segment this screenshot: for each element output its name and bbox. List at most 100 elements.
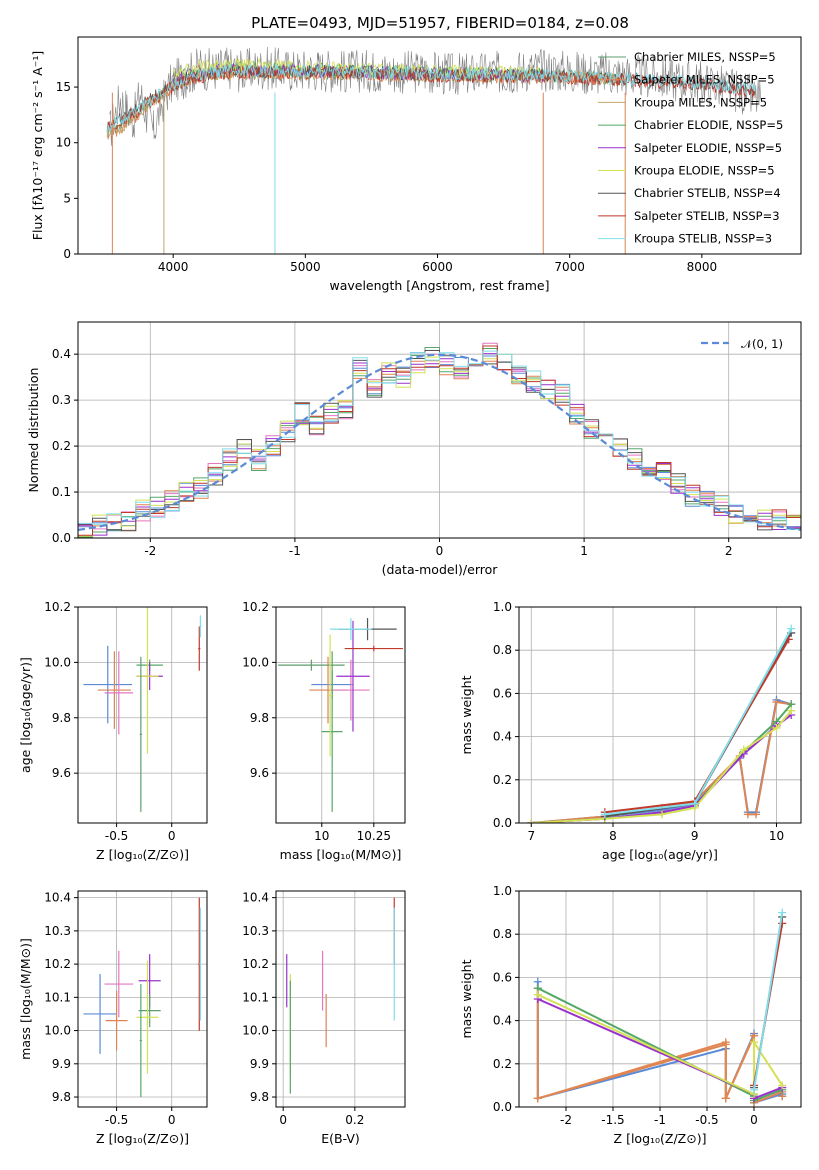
- errorbar-point: [198, 626, 201, 671]
- y-tick-label: 0.0: [52, 531, 71, 545]
- errorbar-point: [105, 990, 128, 1051]
- x-tick-label: -0.5: [695, 1113, 718, 1127]
- y-tick-label: 9.8: [250, 711, 269, 725]
- x-tick-label: 0: [279, 1113, 287, 1127]
- errorbar-point: [136, 960, 159, 1074]
- x-tick-label: 7000: [554, 260, 585, 274]
- mass-weight-line: [604, 628, 793, 816]
- y-axis-label: age [log₁₀(age/yr)]: [18, 657, 33, 773]
- errorbar-point: [278, 659, 345, 671]
- legend-label: Chabrier ELODIE, NSSP=5: [634, 118, 783, 132]
- y-axis-label: mass weight: [459, 959, 474, 1038]
- y-tick-label: 0.2: [52, 439, 71, 453]
- x-tick-label: 0: [750, 1113, 758, 1127]
- x-tick-label: 0: [436, 544, 444, 558]
- y-tick-label: 0.1: [52, 485, 71, 499]
- axes-frame: [77, 606, 208, 824]
- x-tick-label: 0: [168, 1113, 176, 1127]
- y-tick-label: 10.0: [242, 655, 269, 669]
- axes-frame: [77, 321, 802, 539]
- x-axis-label: wavelength [Angstrom, rest frame]: [329, 278, 549, 293]
- y-tick-label: 9.9: [52, 1057, 71, 1071]
- y-tick-label: 0.4: [493, 1014, 512, 1028]
- y-tick-label: 10.2: [242, 957, 269, 971]
- mass-weight-marker: [721, 1038, 730, 1047]
- legend-label: Salpeter STELIB, NSSP=3: [634, 209, 780, 223]
- x-tick-label: -0.5: [105, 829, 128, 843]
- mass-weight-marker: [772, 723, 781, 732]
- x-axis-label: Z [log₁₀(Z/Z⊙)]: [96, 1131, 189, 1146]
- y-tick-label: 15: [56, 80, 71, 94]
- mass-weight-line: [753, 912, 784, 1090]
- y-tick-label: 0.8: [493, 643, 512, 657]
- y-tick-label: 0.6: [493, 686, 512, 700]
- plot-area: [533, 908, 787, 1107]
- mass-weight-marker: [658, 810, 667, 819]
- y-tick-label: 10.1: [242, 990, 269, 1004]
- axes-frame: [518, 890, 802, 1108]
- y-tick-label: 1.0: [493, 884, 512, 898]
- x-axis-label: E(B-V): [321, 1131, 360, 1146]
- plot-area: [83, 897, 202, 1098]
- plot-area: [78, 342, 801, 538]
- axes-frame: [518, 606, 802, 824]
- y-axis-label: Flux [fλ10⁻¹⁷ erg cm⁻² s⁻¹ A⁻¹]: [30, 51, 45, 240]
- y-tick-label: 9.6: [52, 766, 71, 780]
- x-tick-label: 0.2: [345, 1113, 364, 1127]
- y-tick-label: 9.8: [250, 1090, 269, 1104]
- mass-vs-metallicity-panel: -0.5 0 9.8 9.9 10.0 10.1 10.2 10.3 10.4 Z [log₁₀(…: [18, 890, 208, 1146]
- y-tick-label: 10: [56, 136, 71, 150]
- x-tick-label: 10: [769, 829, 784, 843]
- mass-weight-marker: [743, 810, 752, 819]
- x-axis-label: age [log₁₀(age/yr)]: [602, 847, 718, 862]
- errorbar-point: [139, 984, 142, 1098]
- age-vs-metallicity-panel: -0.5 0 9.6 9.8 10.0 10.2 Z [log₁₀(Z/Z⊙)] age [l…: [18, 600, 208, 862]
- mass-weight-marker: [787, 706, 796, 715]
- mass-weight-marker: [750, 1038, 758, 1047]
- y-tick-label: 5: [63, 191, 71, 205]
- normal-distribution-curve: [78, 353, 801, 531]
- mass-weight-marker: [527, 819, 536, 823]
- legend-label: Salpeter MILES, NSSP=5: [634, 73, 775, 87]
- errorbar-point: [321, 651, 343, 812]
- legend-label: Kroupa ELODIE, NSSP=5: [634, 164, 775, 178]
- y-tick-label: 10.2: [44, 957, 71, 971]
- y-tick-label: 9.9: [250, 1057, 269, 1071]
- figure-title: PLATE=0493, MJD=51957, FIBERID=0184, z=0…: [251, 14, 629, 32]
- legend-label: Chabrier STELIB, NSSP=4: [634, 186, 781, 200]
- mass-weight-marker: [721, 1094, 730, 1103]
- errorbar-point: [104, 651, 134, 735]
- x-axis-label: Z [log₁₀(Z/Z⊙)]: [614, 1131, 707, 1146]
- errorbar-point: [138, 994, 161, 1028]
- x-tick-label: 2: [725, 544, 733, 558]
- errorbar-point: [104, 950, 134, 1018]
- x-tick-label: 9: [691, 829, 699, 843]
- mass-weight-marker: [600, 810, 609, 819]
- legend: Chabrier MILES, NSSP=5 Salpeter MILES, NS…: [598, 50, 783, 246]
- y-tick-label: 0.4: [52, 347, 71, 361]
- errorbar-point: [83, 645, 133, 724]
- y-tick-label: 0.3: [52, 393, 71, 407]
- errorbar-point: [330, 618, 372, 641]
- mass-vs-ebv-panel: 0 0.2 9.8 9.9 10.0 10.1 10.2 10.3 10.4 E(B-V): [242, 890, 406, 1146]
- x-tick-label: 1: [580, 544, 588, 558]
- y-tick-label: 0.0: [493, 816, 512, 830]
- mass-weight-marker: [778, 908, 787, 917]
- x-tick-label: 8: [609, 829, 617, 843]
- x-tick-label: -1: [289, 544, 301, 558]
- legend-label: Salpeter ELODIE, NSSP=5: [634, 141, 782, 155]
- y-axis-label: mass weight: [459, 675, 474, 754]
- plot-area: [286, 897, 395, 1094]
- x-axis-label: (data-model)/error: [382, 562, 499, 577]
- plot-area: [106, 46, 762, 254]
- x-tick-label: -2: [144, 544, 156, 558]
- model-spectrum-line: [106, 62, 756, 134]
- x-axis-label: Z [log₁₀(Z/Z⊙)]: [96, 847, 189, 862]
- x-axis-label: mass [log₁₀(M/M⊙)]: [280, 847, 402, 862]
- y-tick-label: 10.0: [44, 655, 71, 669]
- y-tick-label: 9.6: [250, 766, 269, 780]
- plot-area: [83, 607, 202, 812]
- x-tick-label: 0: [168, 829, 176, 843]
- errorbar-point: [328, 634, 333, 757]
- y-tick-label: 10.3: [242, 924, 269, 938]
